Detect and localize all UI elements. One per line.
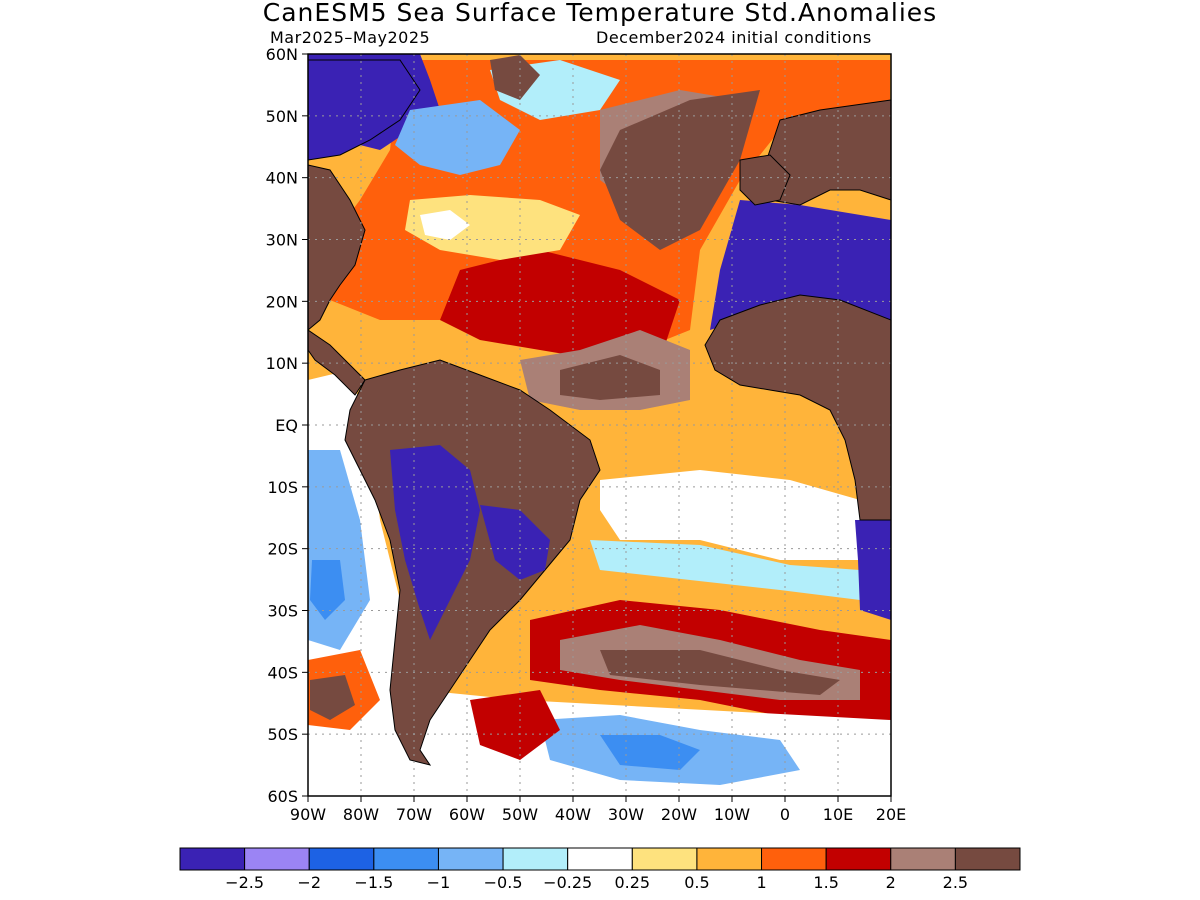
colorbar-label: −0.5 [484, 873, 523, 892]
lon-tick-label: 20W [661, 805, 697, 824]
map-title: CanESM5 Sea Surface Temperature Std.Anom… [262, 0, 938, 27]
colorbar-label: −0.25 [543, 873, 592, 892]
lon-tick-label: 60W [449, 805, 485, 824]
colorbar-label: 1 [756, 873, 766, 892]
lat-tick-label: 30S [267, 602, 298, 621]
colorbar-label: −1 [427, 873, 451, 892]
anomaly-region-s-atlantic-cyan [590, 540, 860, 600]
colorbar-swatch [567, 847, 633, 871]
lon-tick-label: 80W [343, 805, 379, 824]
longitude-axis: 90W 80W 70W 60W 50W 40W 30W 20W 10W 0 10E 20E [290, 796, 906, 824]
colorbar-swatch [244, 847, 310, 871]
anomaly-region-nw-atlantic-white [420, 210, 470, 240]
land-africa [704, 294, 891, 521]
colorbar-swatch [437, 847, 504, 871]
colorbar-label: 0.5 [684, 873, 709, 892]
anomaly-region-canary-cold [710, 200, 891, 330]
lat-tick-label: 50N [266, 107, 298, 126]
colorbar-swatch [308, 847, 375, 871]
land-south-america-masked2 [480, 505, 550, 580]
lat-tick-label: 10S [267, 478, 298, 497]
anomaly-region-e-pacific-brown [310, 675, 355, 720]
colorbar-swatch [761, 847, 827, 871]
land-south-america-masked [390, 445, 480, 640]
lon-tick-label: 10W [714, 805, 750, 824]
lon-tick-label: 0 [780, 805, 790, 824]
lon-tick-label: 40W [555, 805, 591, 824]
lon-tick-label: 30W [608, 805, 644, 824]
lat-tick-label: 20N [266, 292, 298, 311]
colorbar-swatch [502, 847, 569, 871]
lat-tick-label: 60S [267, 787, 298, 806]
colorbar-label: −1.5 [354, 873, 393, 892]
land-iberia [739, 154, 791, 206]
land-north-america [308, 164, 366, 331]
colorbar-label: 0.25 [614, 873, 650, 892]
colorbar-swatch [373, 847, 439, 871]
lon-tick-label: 70W [396, 805, 432, 824]
colorbar-label: 2 [886, 873, 896, 892]
colorbar-label: −2 [297, 873, 321, 892]
land-canada-masked [308, 59, 421, 161]
colorbar-label: 1.5 [813, 873, 838, 892]
colorbar-swatch [696, 847, 763, 871]
anomaly-region-southern-darkblue [600, 735, 700, 770]
lon-tick-label: 90W [290, 805, 326, 824]
lat-tick-label: 30N [266, 231, 298, 250]
colorbar-swatch [631, 847, 698, 871]
anomaly-region-eq-brown [560, 355, 660, 400]
colorbar-swatch [954, 847, 1021, 871]
lat-tick-label: 10N [266, 354, 298, 373]
lat-tick-label: 40S [267, 663, 298, 682]
map-field [308, 54, 891, 796]
anomaly-region-s-atlantic-brown2 [600, 650, 840, 695]
anomaly-region-southern-red [470, 690, 560, 760]
anomaly-region-n-atlantic-brown [600, 90, 760, 250]
latitude-axis: 60N 50N 40N 30N 20N 10N EQ 10S 20S 30S 40S 50S 60S [266, 45, 308, 806]
lat-tick-label: EQ [275, 416, 298, 435]
initial-conditions: December2024 initial conditions [596, 28, 872, 47]
lon-tick-label: 10E [823, 805, 853, 824]
lon-tick-label: 20E [876, 805, 906, 824]
lat-tick-label: 60N [266, 45, 298, 64]
lat-tick-label: 50S [267, 725, 298, 744]
graticule [308, 54, 891, 796]
forecast-period: Mar2025–May2025 [270, 28, 431, 47]
colorbar-swatch [825, 847, 892, 871]
colorbar-swatch [179, 847, 246, 871]
colorbar-label: 2.5 [943, 873, 968, 892]
anomaly-region-north-sea-brown [490, 55, 540, 100]
anomaly-region-se-atlantic-cold [855, 520, 891, 620]
anomaly-region-s-atlantic-white [600, 470, 860, 560]
anomaly-region-labrador-blue [395, 100, 520, 175]
lon-tick-label: 50W [502, 805, 538, 824]
colorbar-labels: −2.5 −2 −1.5 −1 −0.5 −0.25 0.25 0.5 1 1.5 2 2.5 [225, 873, 968, 892]
anomaly-region-n-atlantic-strong [440, 250, 680, 360]
colorbar-swatch [890, 847, 956, 871]
anomaly-region-e-pacific-darkblue [310, 560, 345, 620]
land-central-america [308, 329, 366, 396]
lat-tick-label: 20S [267, 540, 298, 559]
colorbar-label: −2.5 [225, 873, 264, 892]
lat-tick-label: 40N [266, 169, 298, 188]
colorbar [179, 847, 1021, 871]
